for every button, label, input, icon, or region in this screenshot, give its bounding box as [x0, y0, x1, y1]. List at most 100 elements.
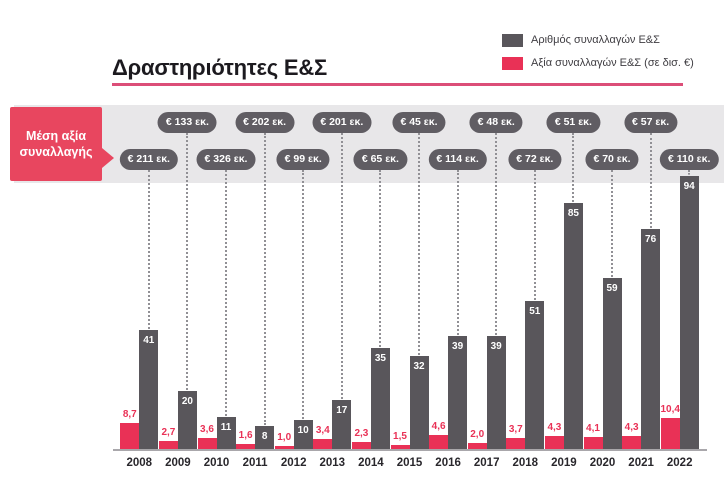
- count-bar-label: 8: [261, 430, 268, 442]
- year-label: 2017: [473, 457, 500, 469]
- count-bar: [332, 399, 352, 449]
- value-bar: [390, 444, 410, 449]
- count-bar: [255, 425, 275, 449]
- count-bar: [679, 176, 699, 449]
- avg-value-bubble: € 45 εκ.: [392, 112, 446, 133]
- count-bar-label: 39: [452, 340, 464, 352]
- bubble-connector-line: [147, 170, 150, 330]
- avg-value-bubble: € 57 εκ.: [624, 112, 678, 133]
- avg-value-bubble: € 51 εκ.: [546, 112, 600, 133]
- value-bar: [274, 446, 294, 449]
- value-bar-label: 1,0: [277, 432, 292, 443]
- legend-label-value: Αξία συναλλαγών Ε&Σ (σε δισ. €): [531, 57, 694, 69]
- value-bar: [120, 422, 140, 449]
- year-label: 2013: [319, 457, 346, 469]
- year-label: 2011: [242, 457, 268, 469]
- count-bar-label: 85: [567, 207, 579, 219]
- year-label: 2008: [126, 457, 153, 469]
- callout-line-1: Μέση αξία: [25, 128, 87, 143]
- count-bar: [641, 228, 661, 449]
- count-bar-label: 10: [297, 425, 309, 436]
- year-label: 2019: [551, 457, 577, 469]
- legend-item-value: Αξία συναλλαγών Ε&Σ (σε δισ. €): [502, 56, 694, 70]
- count-bar-label: 94: [683, 181, 695, 193]
- value-bar-label: 1,6: [238, 430, 253, 442]
- bubble-connector-line: [533, 170, 536, 301]
- count-bar-label: 59: [606, 282, 618, 294]
- value-bar: [583, 436, 603, 449]
- value-bar-label: 4,3: [547, 422, 562, 434]
- legend-item-count: Αριθμός συναλλαγών Ε&Σ: [502, 33, 694, 47]
- value-bar: [467, 443, 487, 449]
- year-label: 2020: [589, 457, 616, 469]
- value-bar-label: 4,3: [624, 422, 639, 434]
- value-bar-label: 10,4: [660, 403, 680, 415]
- count-bar-label: 17: [336, 404, 348, 416]
- bubble-connector-line: [572, 133, 575, 202]
- legend-swatch-count: [502, 33, 523, 47]
- avg-value-bubble: € 110 εκ.: [660, 149, 719, 170]
- count-bar-label: 41: [143, 335, 155, 347]
- legend-swatch-value: [502, 56, 523, 70]
- bubble-connector-line: [611, 170, 613, 277]
- count-bar: [563, 202, 583, 449]
- year-label: 2016: [435, 457, 461, 469]
- bubble-connector-line: [688, 170, 691, 176]
- value-bar: [660, 417, 680, 449]
- callout-line-2: συναλλαγής: [19, 145, 93, 159]
- count-bar: [216, 417, 236, 449]
- value-bar-label: 3,7: [508, 423, 523, 435]
- count-bar-label: 39: [490, 340, 502, 352]
- legend: Αριθμός συναλλαγών Ε&Σ Αξία συναλλαγών Ε…: [502, 33, 694, 79]
- x-axis-line: [113, 449, 707, 451]
- value-bar: [429, 435, 449, 449]
- year-label: 2018: [512, 457, 539, 469]
- avg-value-bubble: € 72 εκ.: [508, 149, 562, 170]
- bubble-connector-line: [263, 133, 266, 425]
- value-bar-label: 2,3: [354, 428, 369, 440]
- count-bar: [177, 391, 197, 449]
- count-bar: [293, 420, 313, 449]
- count-bar-label: 11: [220, 422, 232, 434]
- count-bar-label: 76: [645, 233, 657, 245]
- count-bar-label: 35: [374, 352, 386, 364]
- count-bar: [602, 277, 622, 449]
- avg-value-bubble: € 326 εκ.: [196, 149, 256, 170]
- value-bar-label: 8,7: [122, 408, 137, 420]
- year-label: 2021: [628, 457, 654, 469]
- value-bar-label: 1,5: [393, 430, 407, 442]
- value-bar: [544, 436, 564, 449]
- value-bar: [351, 442, 371, 449]
- count-bar: [448, 335, 468, 449]
- value-bar-label: 2,7: [161, 426, 176, 438]
- value-bar-label: 4,1: [586, 422, 600, 434]
- value-bar: [313, 438, 333, 449]
- avg-value-bubble: € 133 εκ.: [157, 112, 217, 133]
- value-bar-label: 4,6: [431, 421, 446, 433]
- avg-value-bubble: € 70 εκ.: [585, 149, 639, 170]
- bubble-connector-line: [186, 133, 189, 390]
- bubble-connector-line: [456, 170, 459, 335]
- page-title: Δραστηριότητες Ε&Σ: [112, 55, 328, 80]
- avg-value-bubble: € 211 εκ.: [119, 149, 178, 170]
- avg-value-bubble: € 114 εκ.: [428, 149, 487, 170]
- title-underline: [112, 83, 683, 86]
- count-bar: [370, 347, 390, 449]
- count-bar: [525, 301, 545, 449]
- bubble-connector-line: [302, 170, 305, 419]
- value-bar: [197, 438, 217, 449]
- value-bar: [236, 444, 256, 449]
- count-bar-label: 32: [413, 361, 425, 373]
- avg-value-bubble: € 99 εκ.: [276, 149, 330, 170]
- value-bar-label: 3,6: [200, 424, 214, 436]
- callout-arrow: [102, 148, 114, 168]
- value-bar-label: 3,4: [315, 424, 330, 436]
- year-label: 2022: [666, 457, 693, 469]
- year-label: 2015: [396, 457, 423, 469]
- count-bar-label: 20: [181, 396, 193, 407]
- count-bar: [409, 356, 429, 449]
- bubble-connector-line: [340, 133, 343, 399]
- bubble-connector-line: [649, 133, 652, 228]
